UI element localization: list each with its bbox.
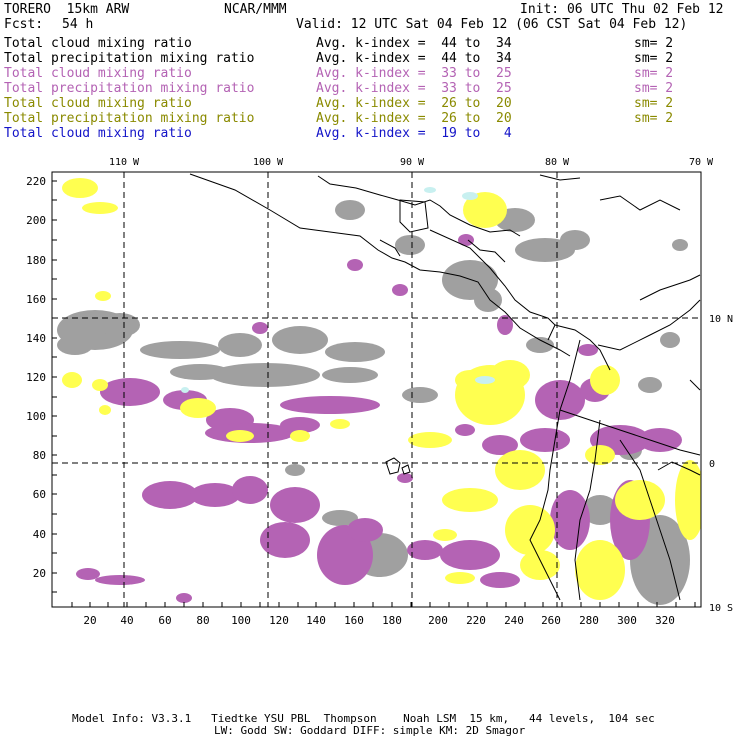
y-tick-label: 220	[26, 175, 46, 188]
legend-row-kindex: Avg. k-index = 44 to 34	[316, 36, 512, 51]
y-tick-label: 200	[26, 214, 46, 227]
legend-row-kindex: Avg. k-index = 26 to 20	[316, 96, 512, 111]
lat-label: 0	[709, 459, 715, 470]
y-tick-label: 20	[33, 567, 46, 580]
x-tick-labels: 20 40 60 80 100 120 140 160 180 200 220 …	[83, 614, 675, 627]
init-time: Init: 06 UTC Thu 02 Feb 12	[520, 2, 724, 17]
y-tick-label: 100	[26, 410, 46, 423]
legend-row-field: Total precipitation mixing ratio	[4, 111, 255, 126]
lon-label: 90 W	[400, 157, 425, 168]
model-info-line-1: Model Info: V3.3.1 Tiedtke YSU PBL Thomp…	[72, 712, 655, 725]
lat-label: 10 N	[709, 314, 733, 325]
legend-row-field: Total cloud mixing ratio	[4, 66, 192, 81]
x-tick-label: 300	[617, 614, 637, 627]
legend-row-field: Total cloud mixing ratio	[4, 96, 192, 111]
y-tick-label: 80	[33, 449, 46, 462]
tick-marks	[52, 180, 696, 607]
x-tick-label: 220	[466, 614, 486, 627]
x-tick-label: 140	[306, 614, 326, 627]
legend-row-kindex: Avg. k-index = 44 to 34	[316, 51, 512, 66]
cyan-cloud-areas	[181, 187, 495, 393]
x-tick-label: 100	[231, 614, 251, 627]
legend-row-field: Total cloud mixing ratio	[4, 126, 192, 141]
x-tick-label: 80	[196, 614, 209, 627]
x-tick-label: 20	[83, 614, 96, 627]
legend-row-kindex: Avg. k-index = 33 to 25	[316, 81, 512, 96]
lat-labels: 10 N 0 10 S	[709, 314, 733, 614]
y-tick-label: 180	[26, 254, 46, 267]
lon-label: 110 W	[109, 157, 140, 168]
legend-row-smoothing: sm= 2	[634, 96, 674, 111]
x-tick-label: 320	[655, 614, 675, 627]
y-tick-label: 120	[26, 371, 46, 384]
legend-row-kindex: Avg. k-index = 19 to 4	[316, 126, 512, 141]
lon-labels: 110 W 100 W 90 W 80 W 70 W	[109, 157, 714, 168]
graticule	[52, 172, 701, 607]
lon-label: 70 W	[689, 157, 714, 168]
lon-label: 100 W	[253, 157, 284, 168]
y-tick-labels: 220 200 180 160 140 120 100 80 60 40 20	[26, 175, 46, 580]
forecast-label: Fcst:	[4, 17, 44, 32]
plot-frame	[51, 171, 702, 608]
yellow-cloud-areas	[62, 178, 701, 600]
y-tick-label: 160	[26, 293, 46, 306]
x-tick-label: 180	[382, 614, 402, 627]
x-tick-label: 280	[579, 614, 599, 627]
legend-row-smoothing: sm= 2	[634, 66, 674, 81]
valid-time: Valid: 12 UTC Sat 04 Feb 12 (06 CST Sat …	[296, 17, 688, 32]
x-tick-label: 260	[541, 614, 561, 627]
org-name: NCAR/MMM	[224, 2, 287, 17]
legend-row-smoothing: sm= 2	[634, 111, 674, 126]
legend-row-field: Total precipitation mixing ratio	[4, 81, 255, 96]
legend-row-kindex: Avg. k-index = 33 to 25	[316, 66, 512, 81]
x-tick-label: 160	[344, 614, 364, 627]
x-tick-label: 120	[269, 614, 289, 627]
x-tick-label: 200	[428, 614, 448, 627]
y-tick-label: 60	[33, 488, 46, 501]
lon-label: 80 W	[545, 157, 570, 168]
legend-row-smoothing: sm= 2	[634, 36, 674, 51]
model-name: TORERO 15km ARW	[4, 2, 130, 17]
legend-row-smoothing: sm= 2	[634, 51, 674, 66]
legend-row-kindex: Avg. k-index = 26 to 20	[316, 111, 512, 126]
cloud-field-layer	[57, 178, 701, 605]
x-tick-label: 240	[504, 614, 524, 627]
coastlines	[189, 173, 701, 601]
legend-row-smoothing: sm= 2	[634, 81, 674, 96]
forecast-hour: 54 h	[62, 17, 94, 32]
legend-row-field: Total cloud mixing ratio	[4, 36, 192, 51]
x-tick-label: 40	[120, 614, 133, 627]
x-tick-label: 60	[158, 614, 171, 627]
y-tick-label: 140	[26, 332, 46, 345]
gray-cloud-areas	[57, 200, 690, 605]
legend-row-field: Total precipitation mixing ratio	[4, 51, 255, 66]
y-tick-label: 40	[33, 528, 46, 541]
model-info-line-2: LW: Godd SW: Goddard DIFF: simple KM: 2D…	[214, 724, 526, 737]
lat-label: 10 S	[709, 603, 733, 614]
